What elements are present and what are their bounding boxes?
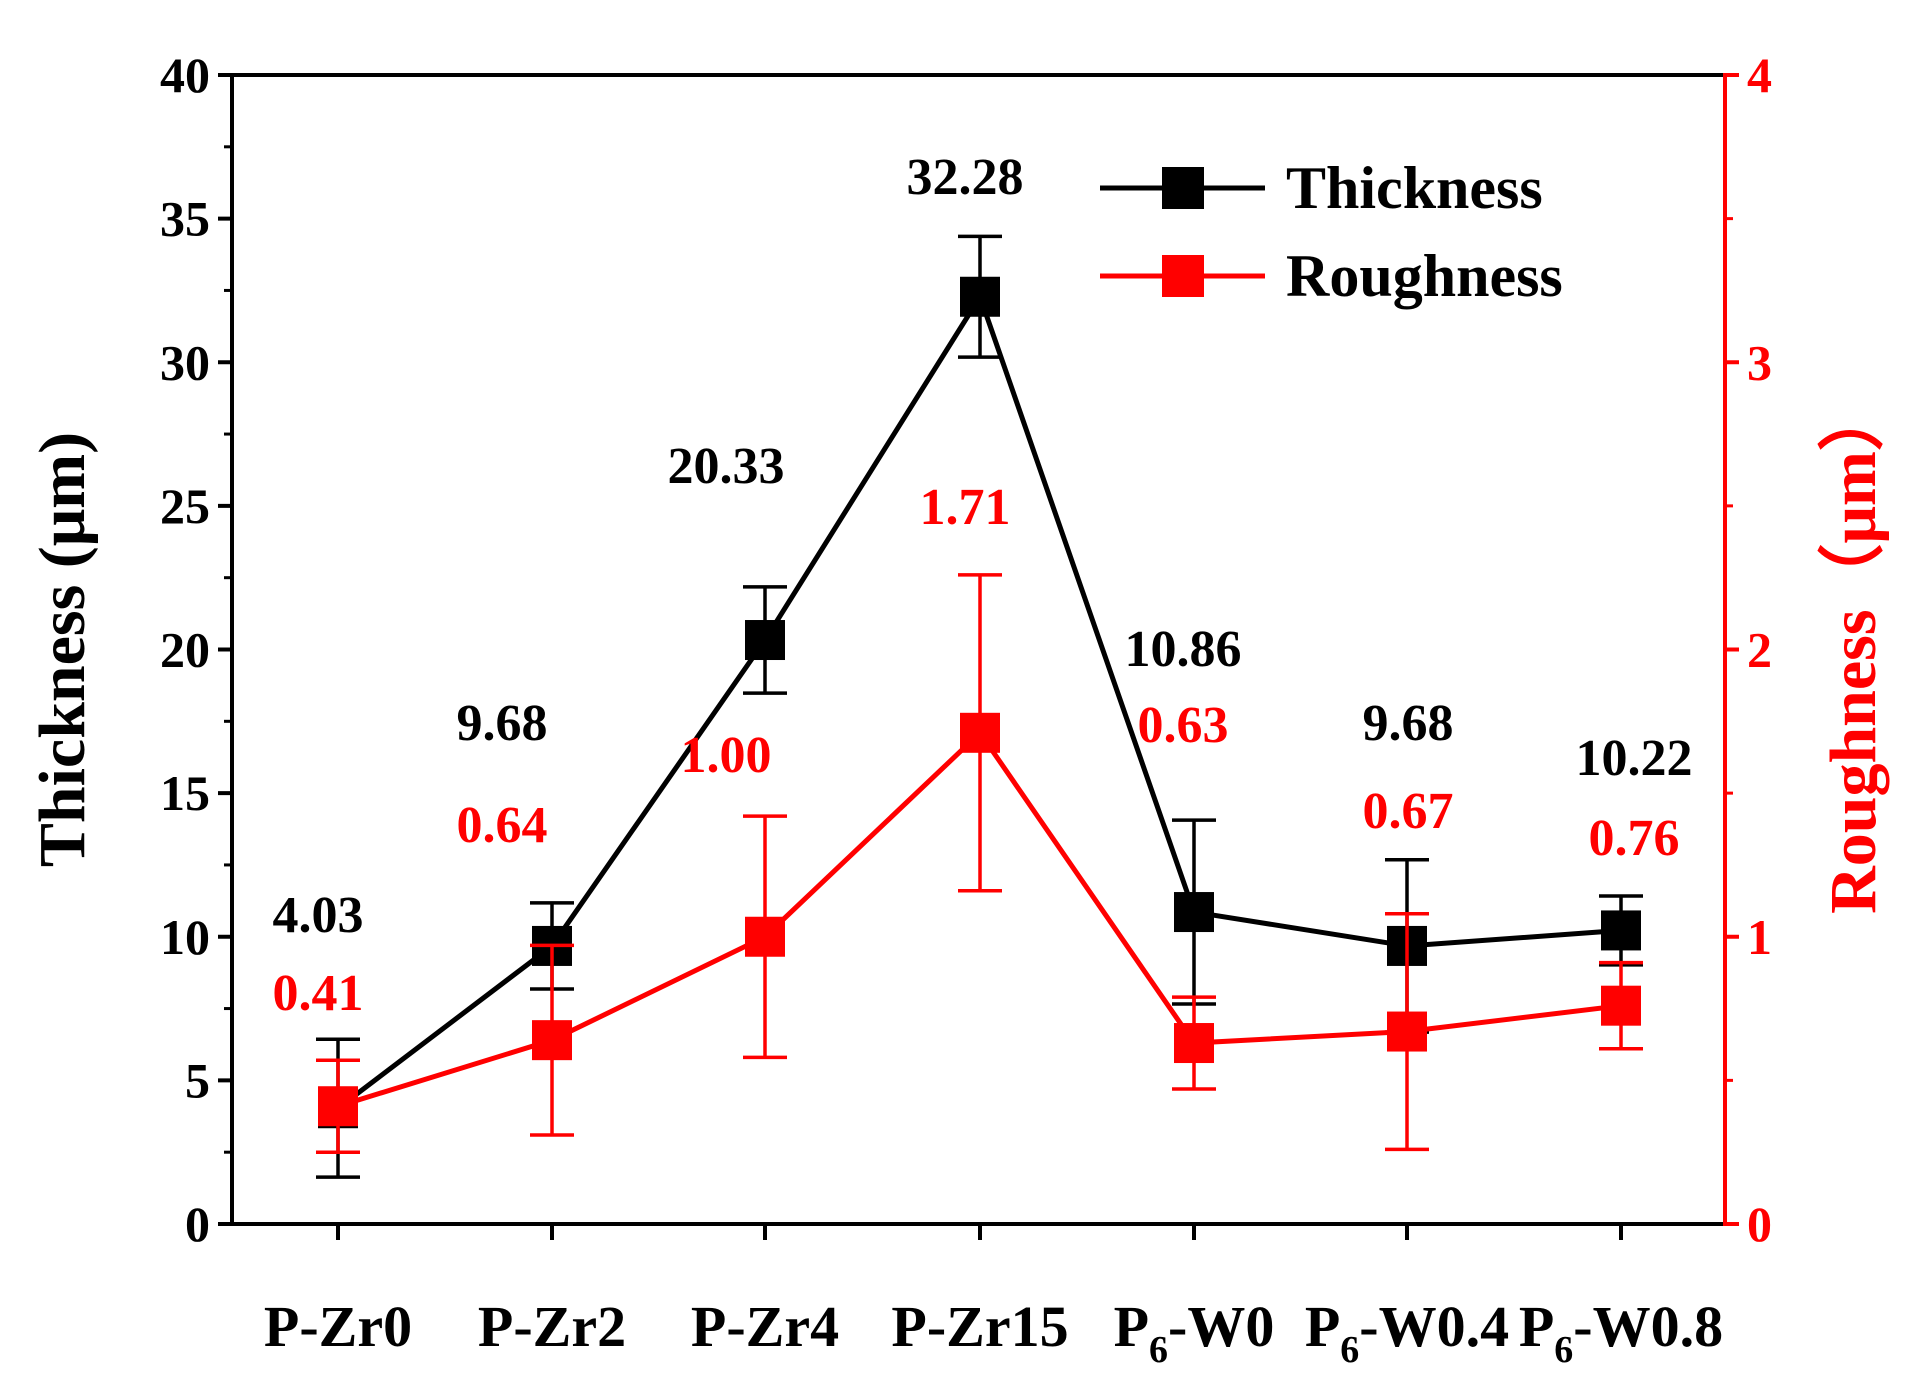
left-tick-label: 10 [160,909,210,965]
right-tick-label: 4 [1747,47,1772,103]
roughness-value-label: 0.76 [1589,810,1680,867]
data-labels: 4.03 9.68 20.33 32.28 10.86 9.68 10.22 0.41 0.64… [273,149,1693,1022]
x-tick-suffix: -W0.4 [1359,1294,1509,1359]
data-point-roughness [745,916,785,957]
x-tick-subscript: 6 [1149,1329,1168,1371]
right-tick-label: 1 [1747,909,1772,965]
legend-label-thickness: Thickness [1286,155,1543,221]
thickness-value-label: 10.86 [1125,621,1242,678]
left-tick-label: 30 [160,334,210,390]
roughness-value-label: 0.67 [1363,783,1454,840]
x-tick-label: P-Zr2 [478,1294,626,1359]
data-point-roughness [960,712,1000,753]
data-point-thickness [1601,910,1641,951]
x-tick-suffix: -W0 [1168,1294,1274,1359]
roughness-value-label: 0.41 [273,965,364,1022]
left-tick-label: 25 [160,478,210,534]
roughness-value-label: 0.63 [1138,697,1229,754]
left-tick-label: 20 [160,622,210,678]
x-tick-subscript: 6 [1340,1329,1359,1371]
left-tick-label: 15 [160,765,210,821]
left-tick-label: 35 [160,191,210,247]
thickness-value-label: 9.68 [457,695,548,752]
data-point-roughness [532,1020,572,1061]
data-point-roughness [318,1086,358,1127]
thickness-value-label: 4.03 [273,887,364,944]
x-tick-label: P-Zr15 [891,1294,1068,1359]
thickness-value-label: 9.68 [1363,695,1454,752]
roughness-value-label: 1.00 [681,727,772,784]
x-tick-subscript: 6 [1554,1329,1573,1371]
left-tick-label: 5 [185,1052,210,1108]
data-point-roughness [1601,985,1641,1026]
left-tick-label: 40 [160,47,210,103]
legend-label-roughness: Roughness [1286,243,1563,309]
right-axis-title: Roughness（μm） [1816,385,1890,914]
data-point-thickness [745,620,785,661]
legend-marker-thickness [1162,167,1204,209]
x-tick-label: P6-W0.4 [1305,1294,1509,1371]
thickness-value-label: 20.33 [668,438,785,495]
roughness-value-label: 0.64 [457,797,548,854]
data-point-roughness [1387,1011,1427,1052]
thickness-value-label: 32.28 [907,149,1024,206]
x-tick-label: P-Zr4 [691,1294,839,1359]
roughness-value-label: 1.71 [920,479,1011,536]
legend-marker-roughness [1162,255,1204,297]
data-point-roughness [1174,1023,1214,1064]
right-tick-label: 0 [1747,1196,1772,1252]
series-layer [316,234,1643,1179]
left-axis-title: Thickness (μm) [26,432,99,867]
x-tick-label: P6-W0 [1114,1294,1275,1371]
legend: Thickness Roughness [1100,155,1563,309]
data-point-thickness [960,276,1000,317]
x-tick-label: P-Zr0 [264,1294,412,1359]
data-point-thickness [1174,892,1214,933]
left-tick-label: 0 [185,1196,210,1252]
thickness-value-label: 10.22 [1576,730,1693,787]
x-tick-label: P6-W0.8 [1519,1294,1723,1371]
x-tick-suffix: -W0.8 [1573,1294,1723,1359]
right-tick-label: 3 [1747,334,1772,390]
axes: 0 5 10 15 20 25 30 35 40 0 1 2 3 4 P-Zr0 P-Zr2 P-Zr4 P-Zr… [26,47,1890,1371]
right-tick-label: 2 [1747,622,1772,678]
